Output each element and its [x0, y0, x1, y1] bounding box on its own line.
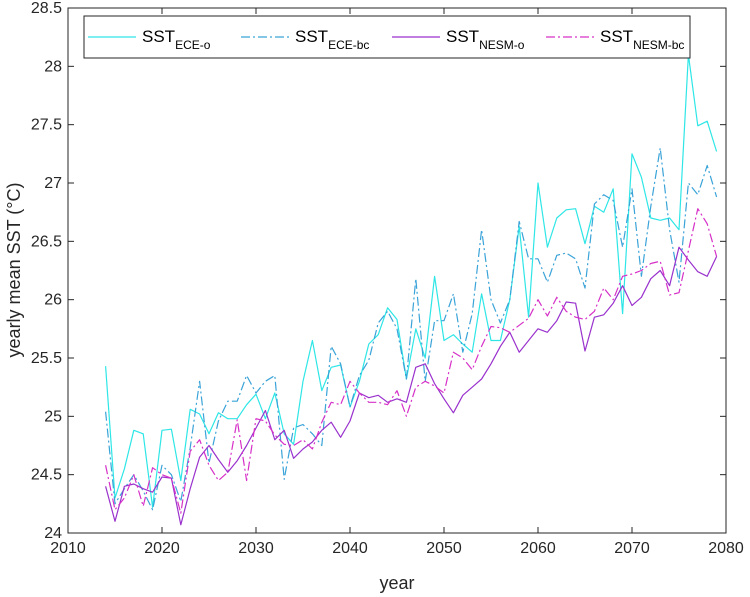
y-tick-label: 25.5: [31, 350, 62, 367]
x-axis: 2010 2020 2030 2040 2050 2060 2070 2080: [50, 8, 744, 557]
x-axis-label: year: [379, 573, 414, 593]
y-axis-label: yearly mean SST (°C): [4, 183, 24, 358]
legend-label-main: SST: [446, 27, 479, 46]
y-tick-label: 27: [44, 175, 62, 192]
y-tick-label: 27.5: [31, 117, 62, 134]
legend-label-subscript: ECE-bc: [328, 38, 369, 52]
series-layer: [105, 54, 718, 526]
legend-label: SSTECE-o: [142, 27, 211, 52]
series-line-nesm-o: [105, 246, 718, 526]
legend-label-subscript: ECE-o: [175, 38, 211, 52]
y-axis: 24 24.5 25 25.5 26 26.5 27 27.5 28 28.5: [31, 0, 726, 542]
series-line-ece-bc: [105, 147, 718, 511]
x-tick-label: 2030: [238, 540, 274, 557]
legend-label: SSTECE-bc: [295, 27, 369, 52]
y-tick-label: 25: [44, 408, 62, 425]
legend-label: SSTNESM-bc: [600, 27, 684, 52]
y-tick-label: 28: [44, 58, 62, 75]
x-tick-label: 2010: [50, 540, 86, 557]
x-tick-label: 2050: [426, 540, 462, 557]
legend: SSTECE-o SSTECE-bc SSTNESM-o SSTNESM-bc: [83, 15, 691, 59]
legend-label-subscript: NESM-o: [479, 38, 525, 52]
legend-label-main: SST: [600, 27, 633, 46]
y-tick-label: 28.5: [31, 0, 62, 17]
x-tick-label: 2070: [614, 540, 650, 557]
series-line-nesm-bc: [105, 208, 718, 514]
plot-background: [68, 8, 726, 533]
legend-label-main: SST: [295, 27, 328, 46]
plot-frame: [67, 7, 727, 534]
x-tick-label: 2020: [144, 540, 180, 557]
legend-label: SSTNESM-o: [446, 27, 525, 52]
y-tick-label: 24: [44, 525, 62, 542]
y-tick-label: 24.5: [31, 467, 62, 484]
x-tick-label: 2060: [520, 540, 556, 557]
x-tick-label: 2080: [708, 540, 744, 557]
x-tick-label: 2040: [332, 540, 368, 557]
legend-label-subscript: NESM-bc: [633, 38, 684, 52]
legend-label-main: SST: [142, 27, 175, 46]
y-tick-label: 26.5: [31, 233, 62, 250]
y-tick-label: 26: [44, 292, 62, 309]
